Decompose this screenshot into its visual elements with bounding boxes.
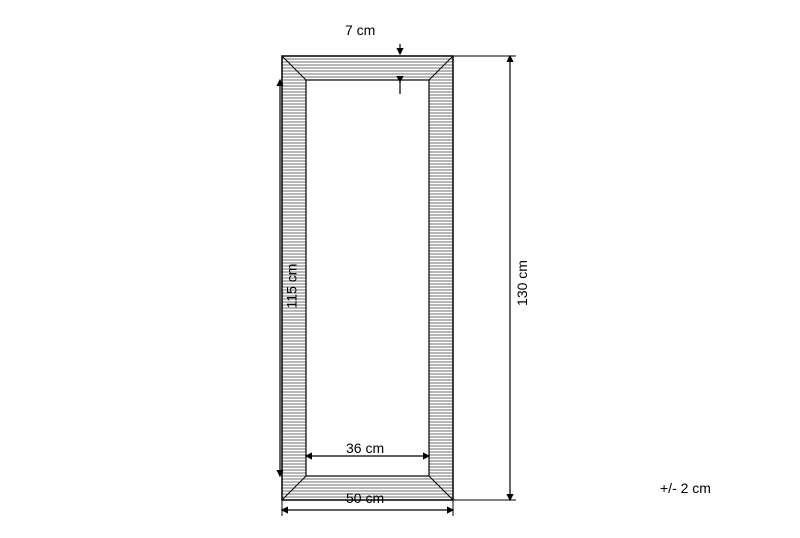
label-inner-height: 115 cm bbox=[283, 264, 299, 309]
diagram-svg bbox=[0, 0, 800, 533]
label-inner-width: 36 cm bbox=[346, 440, 384, 456]
label-outer-height: 130 cm bbox=[514, 260, 530, 306]
diagram-stage: 7 cm 130 cm 115 cm 36 cm 50 cm +/- 2 cm bbox=[0, 0, 800, 533]
label-outer-width: 50 cm bbox=[346, 490, 384, 506]
label-frame-thickness: 7 cm bbox=[345, 22, 375, 38]
tolerance-note: +/- 2 cm bbox=[660, 480, 711, 496]
